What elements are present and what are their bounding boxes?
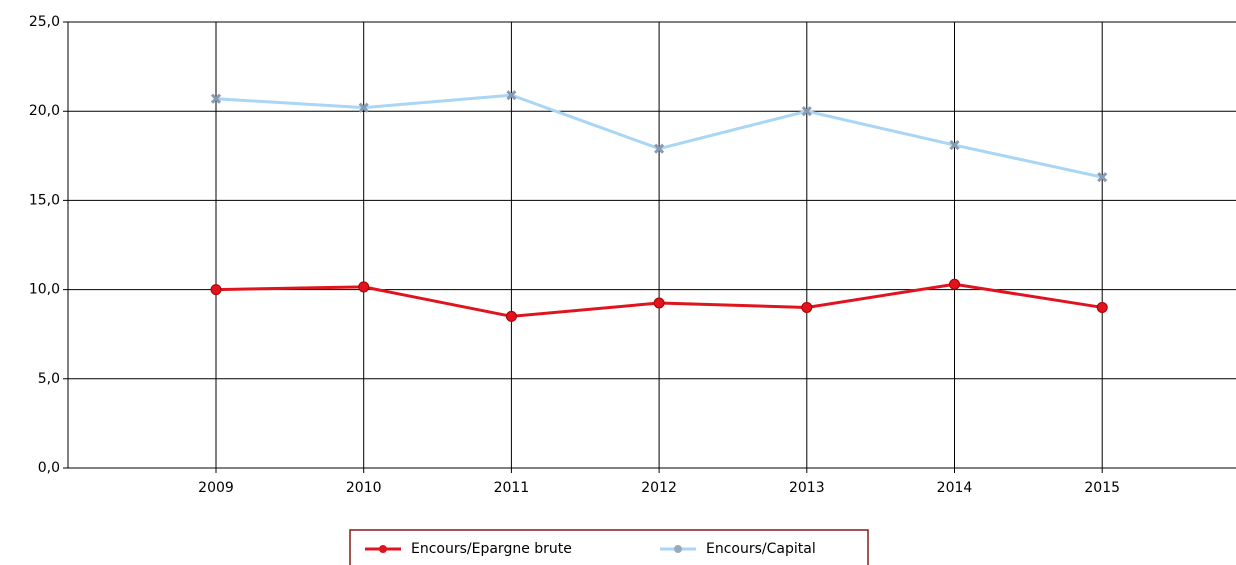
legend-label: Encours/Epargne brute [411,541,572,557]
y-tick-label: 5,0 [38,371,60,387]
x-tick-label: 2010 [346,480,382,496]
legend-box [349,529,869,565]
point-marker [210,93,222,104]
y-tick-label: 25,0 [29,14,60,30]
y-tick-label: 20,0 [29,103,60,119]
point-marker [505,310,517,322]
x-tick-label: 2012 [641,480,677,496]
x-tick-label: 2013 [789,480,825,496]
x-tick-label: 2015 [1084,480,1120,496]
point-marker [1097,172,1108,183]
point-marker [358,102,369,113]
legend-marker [379,545,387,553]
point-marker [358,281,370,293]
point-marker [801,301,813,313]
point-marker [801,106,812,117]
legend-marker [674,545,682,553]
y-tick-label: 10,0 [29,282,60,298]
legend-label: Encours/Capital [706,541,816,557]
point-marker [1096,301,1108,313]
point-marker [210,284,222,296]
point-marker [653,297,665,309]
point-marker [506,90,517,101]
x-tick-label: 2009 [198,480,234,496]
point-marker [949,278,960,290]
y-tick-label: 15,0 [29,192,60,208]
point-marker [949,140,960,151]
x-tick-label: 2011 [494,480,530,496]
x-tick-label: 2014 [937,480,973,496]
y-tick-label: 0,0 [38,460,60,476]
point-marker [654,143,665,154]
